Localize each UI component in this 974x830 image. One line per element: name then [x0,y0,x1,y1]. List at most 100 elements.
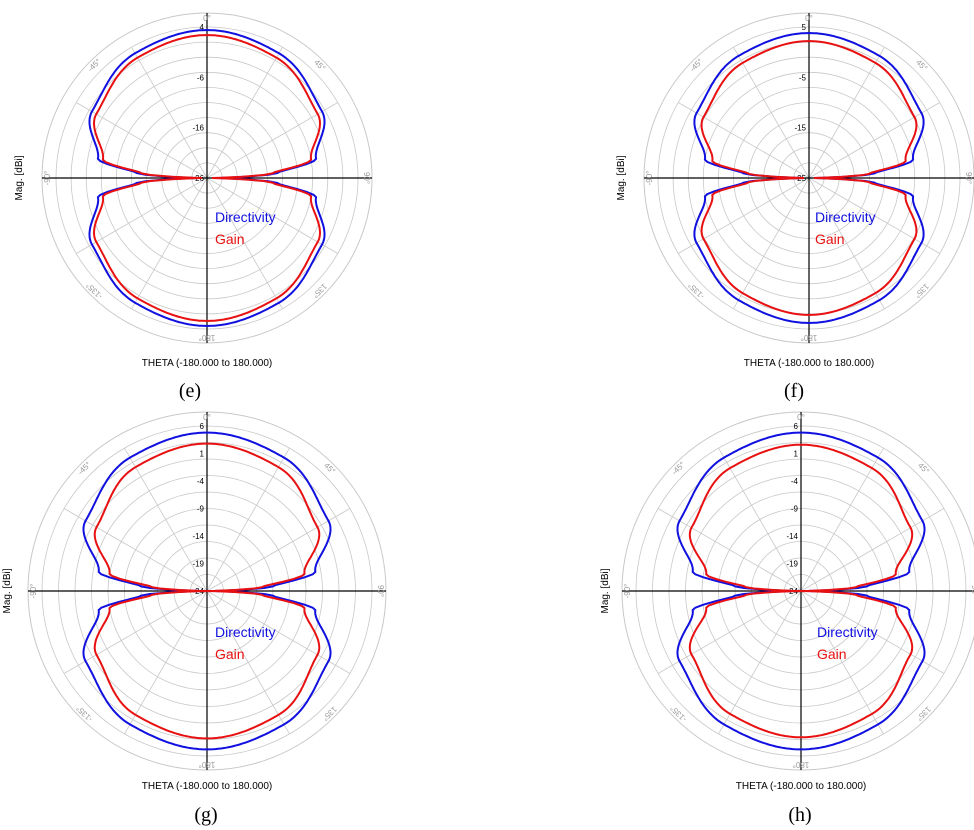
grid-spoke [808,177,940,254]
grid-spoke [718,447,802,592]
grid-spoke [800,447,884,592]
radial-tick-label: 5 [802,23,807,32]
radial-tick-label: -14 [192,532,204,541]
radial-tick-label: 6 [794,422,799,431]
legend-directivity: Directivity [215,209,276,225]
polar-chart-panel-g: 0°45°90°135°180°-135°-90°-45°61-4-9-14-1… [2,411,387,792]
angle-tick-label: -90° [43,171,52,186]
angle-tick-label: -90° [645,171,654,186]
angle-tick-label: 45° [916,461,931,476]
grid-spoke [733,47,810,179]
legend-gain: Gain [817,646,847,662]
legend-directivity: Directivity [215,624,276,640]
angle-tick-label: 45° [312,58,327,73]
series-gain-line [700,40,918,316]
series-directivity-line [676,431,926,751]
grid-spoke [678,102,810,179]
y-axis-title: Mag. [dBi] [600,568,611,613]
series-gain-line [92,34,322,322]
radial-tick-label: -5 [799,73,807,82]
grid-spoke [206,177,338,254]
polar-chart-panel-h: 0°45°90°135°180°-135°-90°-45°61-4-9-14-1… [600,411,974,792]
grid-spoke [678,177,810,254]
y-axis-title: Mag. [dBi] [14,155,25,200]
grid-spoke [206,177,283,309]
radial-tick-label: -19 [786,560,798,569]
grid-spoke [718,590,802,735]
grid-spoke [808,102,940,179]
grid-spoke [733,177,810,309]
angle-tick-label: 0° [203,14,211,23]
series-directivity-line [693,31,925,325]
grid-spoke [206,590,290,735]
angle-tick-label: 135° [913,282,931,300]
radial-tick-label: -14 [786,532,798,541]
angle-tick-label: 45° [914,58,929,73]
polar-chart-panel-e: 0°45°90°135°180°-135°-90°-45°4-6-16-26Di… [14,12,373,369]
series-directivity-line [88,28,326,328]
grid-spoke [124,447,208,592]
radial-tick-label: -4 [791,477,799,486]
grid-spoke [800,590,884,735]
radial-tick-label: -4 [197,477,205,486]
radial-tick-label: -19 [192,560,204,569]
legend-gain: Gain [215,231,245,247]
legend-gain: Gain [215,646,245,662]
radial-tick-label: -15 [794,124,806,133]
radial-tick-label: -16 [192,124,204,133]
grid-spoke [124,590,208,735]
x-axis-title: THETA (-180.000 to 180.000) [142,781,272,792]
grid-spoke [206,508,351,592]
angle-tick-label: 0° [805,14,813,23]
grid-spoke [808,177,885,309]
radial-tick-label: 1 [794,450,799,459]
angle-tick-label: -90° [623,584,632,599]
grid-spoke [76,177,208,254]
grid-spoke [800,590,945,674]
radial-tick-label: 6 [200,422,205,431]
angle-tick-label: 180° [801,333,818,342]
angle-tick-label: 90° [362,172,371,184]
x-axis-title: THETA (-180.000 to 180.000) [736,781,866,792]
angle-tick-label: 135° [321,705,339,723]
grid-spoke [808,47,885,179]
grid-spoke [131,177,208,309]
grid-spoke [131,47,208,179]
y-axis-title: Mag. [dBi] [2,568,13,613]
angle-tick-label: -90° [29,584,38,599]
radial-tick-label: 1 [200,450,205,459]
grid-spoke [63,508,208,592]
panel-h-caption: (h) [788,804,812,826]
angle-tick-label: -135° [74,704,94,724]
angle-tick-label: 180° [793,760,810,769]
grid-spoke [206,590,351,674]
angle-tick-label: 90° [970,585,974,597]
legend-directivity: Directivity [817,624,878,640]
grid-spoke [206,102,338,179]
y-axis-title: Mag. [dBi] [616,155,627,200]
x-axis-title: THETA (-180.000 to 180.000) [142,358,272,369]
angle-tick-label: -135° [84,281,104,301]
radial-tick-label: -9 [791,505,799,514]
series-gain-line [688,443,914,739]
grid-spoke [800,508,945,592]
grid-spoke [63,590,208,674]
panel-e-caption: (e) [178,380,202,402]
radial-tick-label: -9 [197,505,205,514]
angle-tick-label: -135° [668,704,688,724]
legend-directivity: Directivity [815,209,876,225]
angle-tick-label: -135° [686,281,706,301]
panel-g-caption: (g) [194,804,218,826]
angle-tick-label: 135° [915,705,933,723]
radial-tick-label: 4 [200,23,205,32]
grid-spoke [76,102,208,179]
angle-tick-label: 180° [199,760,216,769]
series-gain-line [93,442,321,740]
angle-tick-label: 90° [376,585,385,597]
angle-tick-label: 135° [311,282,329,300]
panel-f-caption: (f) [784,380,804,402]
grid-spoke [657,508,802,592]
legend-gain: Gain [815,231,845,247]
